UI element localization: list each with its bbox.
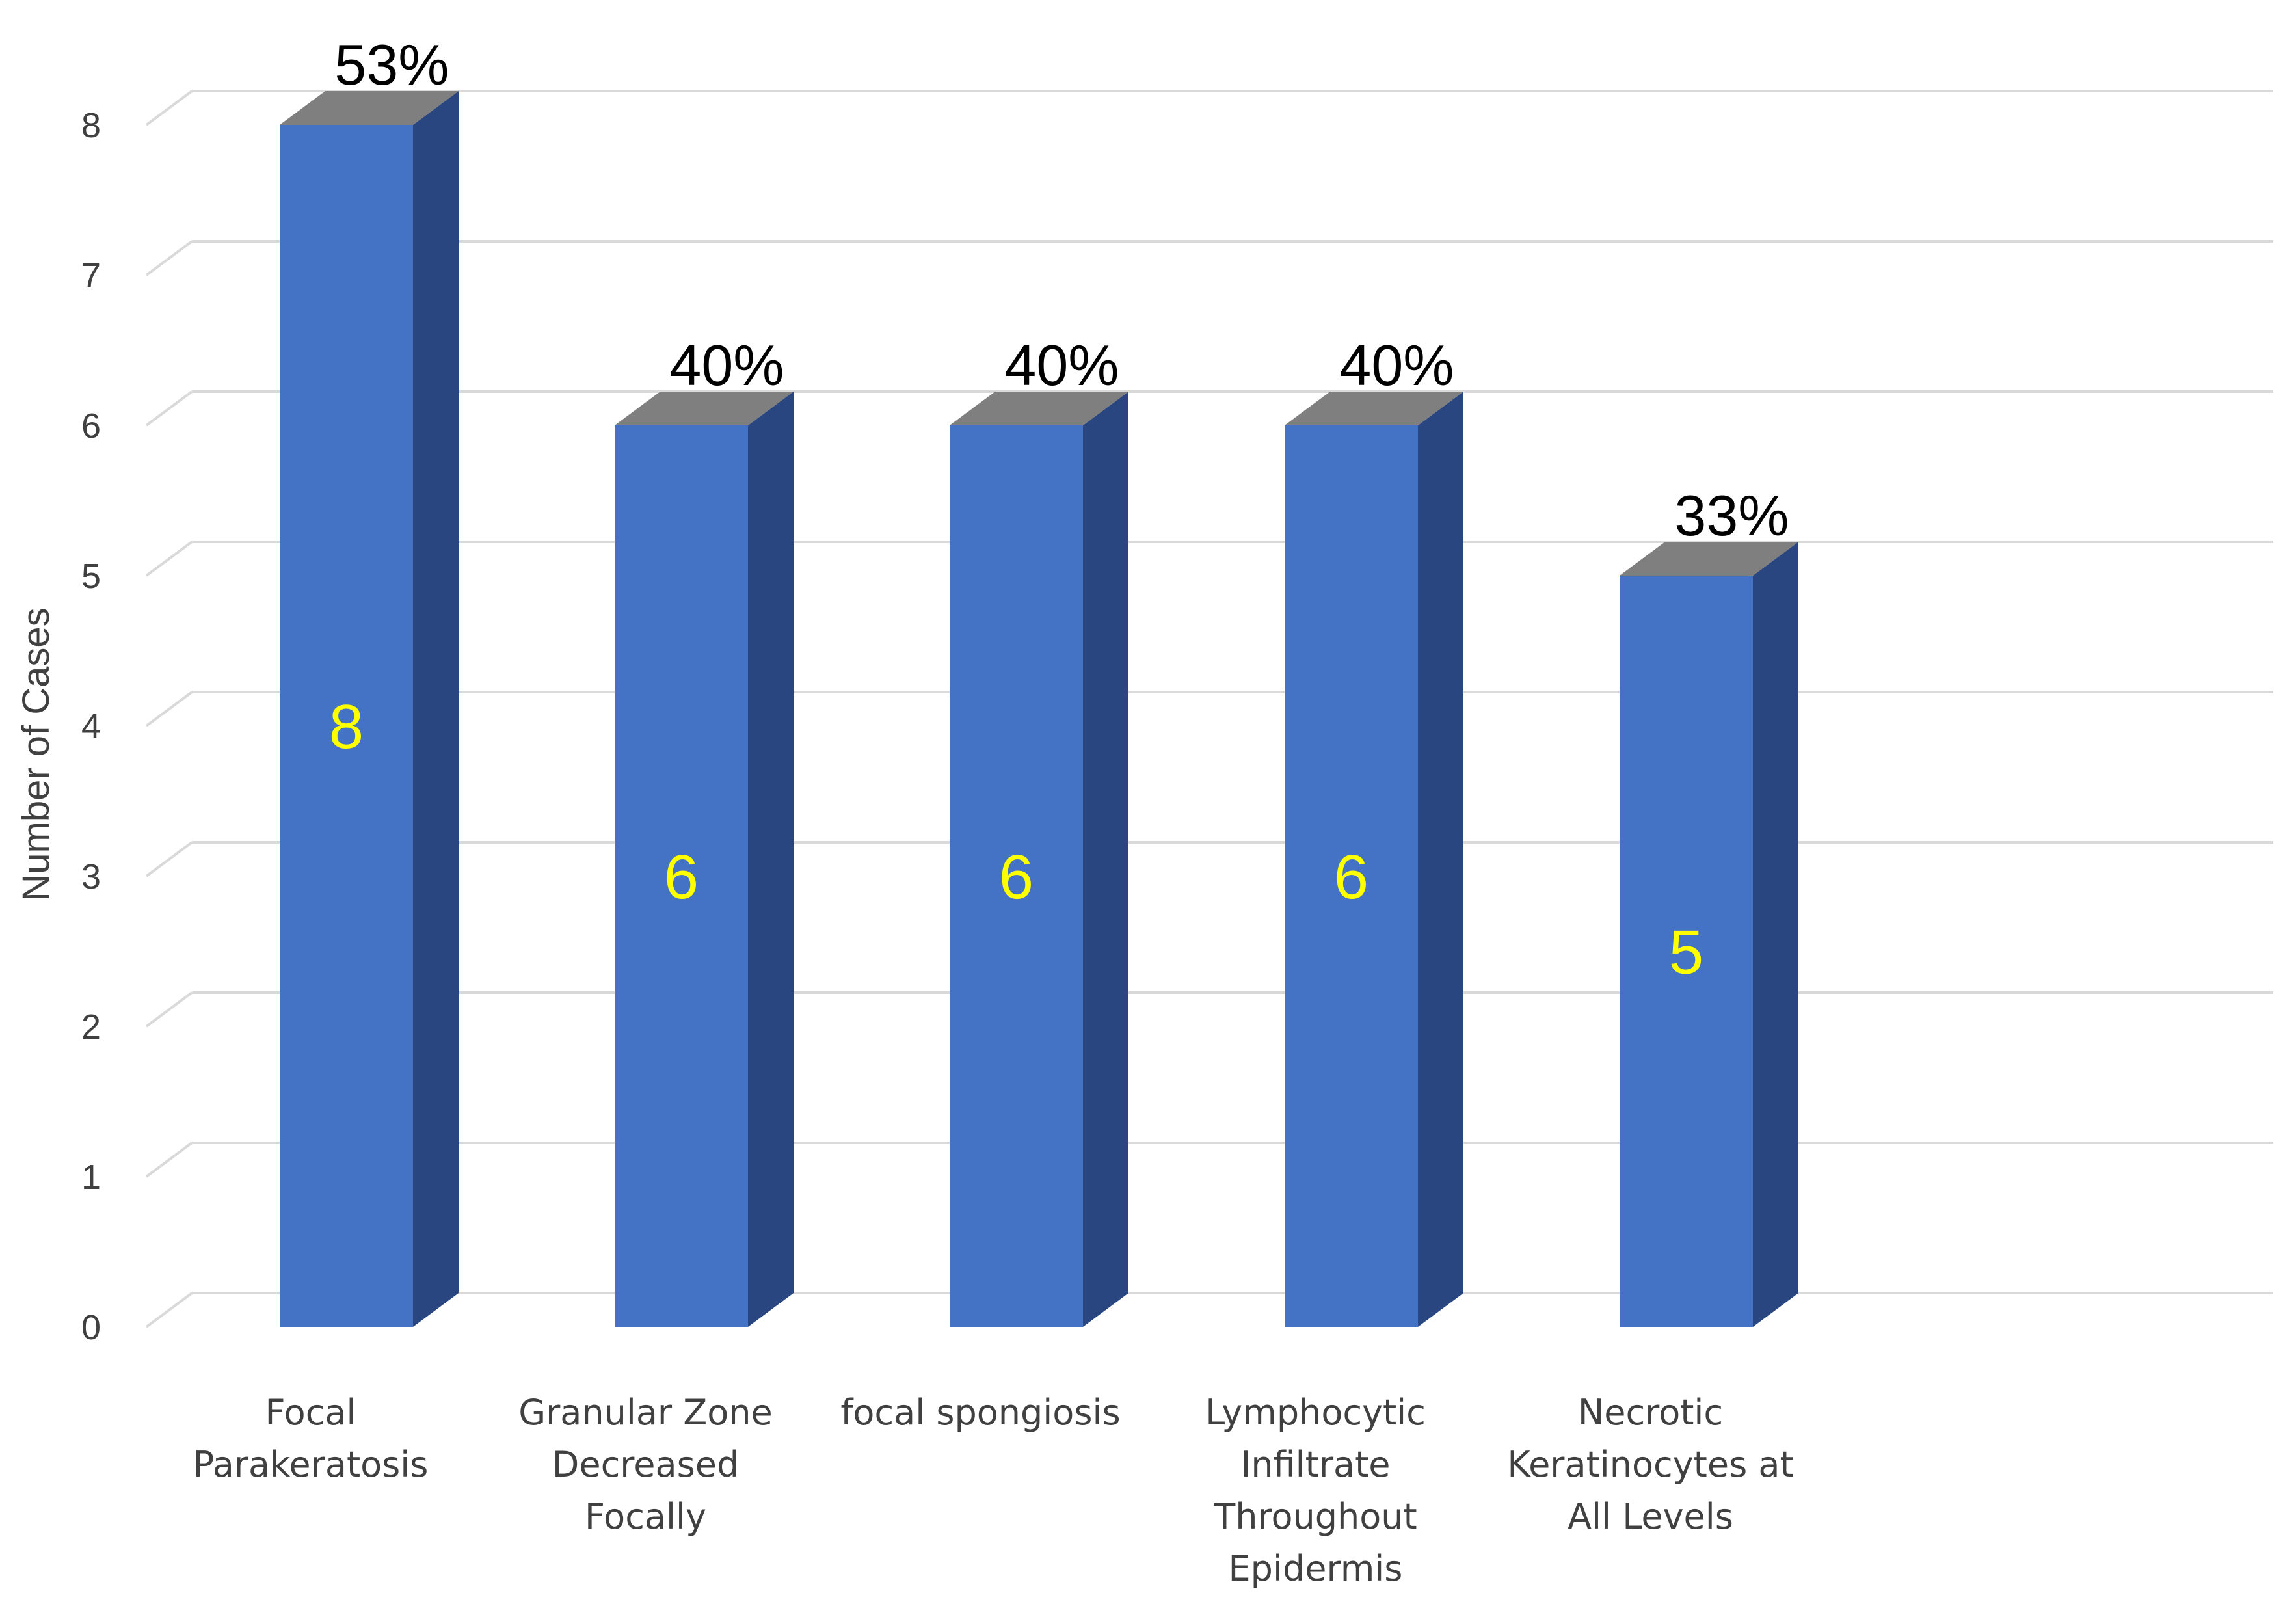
y-tick-label: 0 <box>81 1308 101 1347</box>
bar-value-label: 6 <box>1334 842 1368 912</box>
bar: 6 40% <box>1285 333 1463 1327</box>
bar-top <box>615 392 794 425</box>
gridline-depth <box>145 691 193 727</box>
y-tick-label: 6 <box>81 407 101 446</box>
bar-series: 8 53% 6 40% 6 40% 6 40% 5 33% <box>280 33 1798 1327</box>
gridline-depth <box>145 240 193 276</box>
bar: 6 40% <box>950 333 1128 1327</box>
bar-value-label: 5 <box>1669 918 1703 987</box>
x-tick-label: Lymphocytic Infiltrate Throughout Epidermis <box>1205 1392 1426 1589</box>
bar-percent-label: 53% <box>334 33 449 97</box>
x-axis-labels: Focal Parakeratosis Granular Zone Decreased… <box>193 1392 1794 1589</box>
x-tick-label: Granular Zone Decreased Focally <box>518 1392 773 1537</box>
bar-side <box>1753 542 1798 1327</box>
y-axis-label: Number of Cases <box>15 608 57 901</box>
y-tick-label: 8 <box>81 106 101 145</box>
gridline-depth <box>145 991 193 1028</box>
gridline-depth <box>145 1292 193 1328</box>
bar-front <box>1620 576 1753 1327</box>
bar-top <box>950 392 1128 425</box>
y-tick-label: 5 <box>81 557 101 596</box>
bar-front <box>950 425 1083 1327</box>
bar-side <box>413 91 459 1327</box>
bar-top <box>280 91 459 125</box>
gridline-depth <box>145 841 193 877</box>
bar-value-label: 6 <box>999 842 1034 912</box>
bar-percent-label: 40% <box>1004 333 1119 397</box>
bar-side <box>1083 392 1128 1327</box>
bar-top <box>1620 542 1798 576</box>
bar-top <box>1285 392 1463 425</box>
gridline-depth <box>145 90 193 126</box>
bar-percent-label: 40% <box>1339 333 1454 397</box>
gridline-depth <box>145 1142 193 1178</box>
gridline-depth <box>145 390 193 427</box>
x-tick-label: Necrotic Keratinocytes at All Levels <box>1507 1392 1793 1537</box>
bar: 8 53% <box>280 33 459 1327</box>
bar: 5 33% <box>1620 483 1798 1327</box>
bar-front <box>280 125 413 1327</box>
gridline-depth <box>145 541 193 577</box>
bar-value-label: 6 <box>664 842 699 912</box>
bar-front <box>615 425 748 1327</box>
bar-front <box>1285 425 1418 1327</box>
bar-side <box>748 392 794 1327</box>
y-axis-ticks: 0 1 2 3 4 5 6 7 8 <box>81 106 101 1347</box>
x-tick-label: Focal Parakeratosis <box>193 1392 429 1485</box>
y-tick-label: 2 <box>81 1008 101 1047</box>
x-tick-label: focal spongiosis <box>840 1392 1120 1433</box>
bar-percent-label: 33% <box>1674 483 1789 548</box>
bar-value-label: 8 <box>329 692 364 762</box>
y-tick-label: 4 <box>81 707 101 746</box>
y-tick-label: 7 <box>81 256 101 295</box>
bar: 6 40% <box>615 333 794 1327</box>
gridlines <box>145 90 2273 1328</box>
y-tick-label: 3 <box>81 857 101 896</box>
bar-side <box>1418 392 1463 1327</box>
y-tick-label: 1 <box>81 1158 101 1197</box>
bar-percent-label: 40% <box>669 333 784 397</box>
